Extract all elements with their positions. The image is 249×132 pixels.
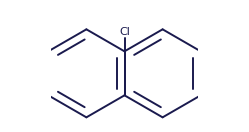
Text: Cl: Cl — [119, 27, 130, 37]
